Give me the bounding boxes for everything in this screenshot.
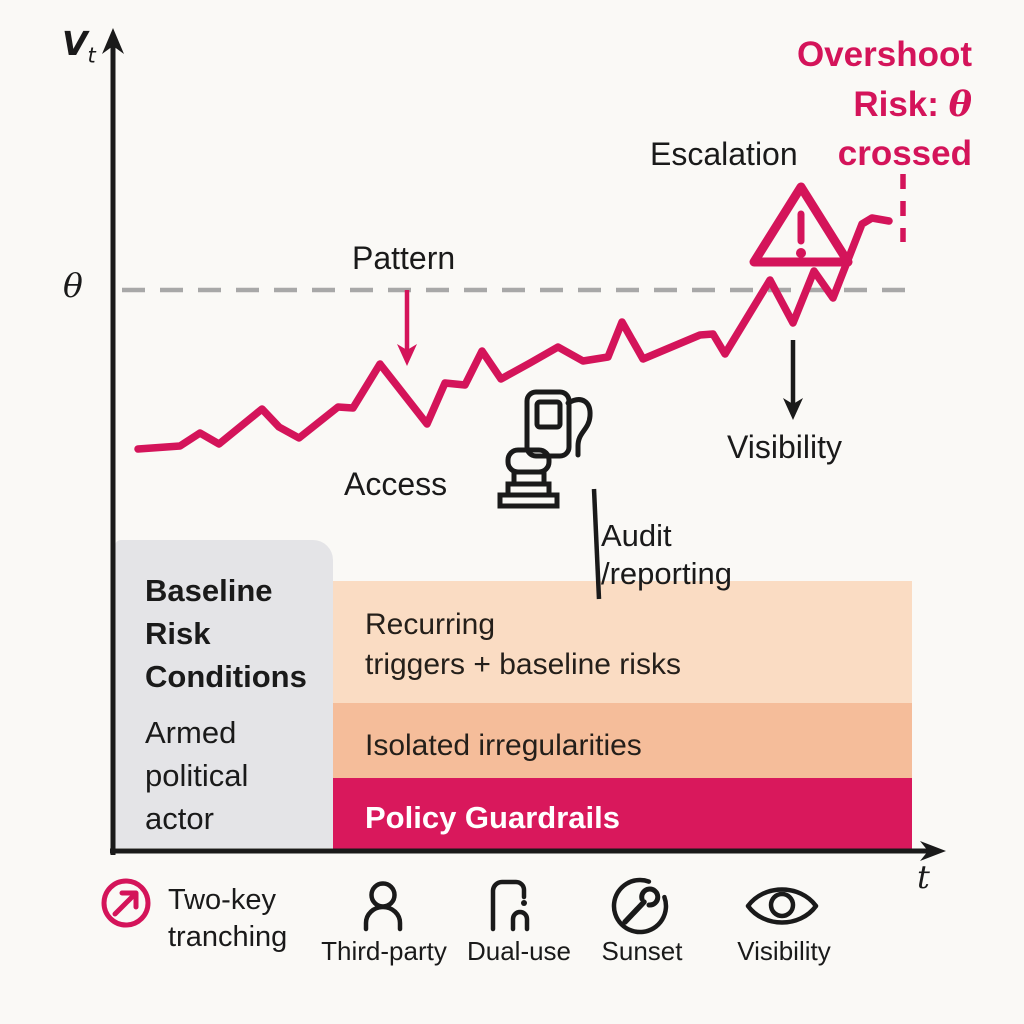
pattern-arrow <box>397 290 417 366</box>
warning-triangle-icon <box>749 182 853 267</box>
dual-use-icon <box>490 879 530 932</box>
baseline-box-subtitle: Armed political actor <box>145 715 249 836</box>
band-isolated-irregularities: Isolated irregularities <box>333 703 912 778</box>
pattern-annotation: Pattern <box>352 240 456 276</box>
y-axis-arrowhead <box>102 28 124 54</box>
y-axis-label-sub: t <box>87 43 96 68</box>
y-axis-label: Vt <box>62 24 96 68</box>
x-axis-label: t <box>917 858 930 896</box>
legend-label-visibility: Visibility <box>737 936 831 966</box>
audit-reporting-annotation: Audit /reporting <box>601 518 732 592</box>
band-policy-guardrails-label: Policy Guardrails <box>365 800 620 835</box>
access-annotation: Access <box>344 466 448 502</box>
overshoot-risk-annotation: Overshoot Risk: θ crossed <box>797 30 972 179</box>
risk-curve <box>134 214 893 453</box>
band-recurring-triggers: Recurring triggers + baseline risks <box>333 581 912 703</box>
person-icon <box>363 881 403 932</box>
pump-icon <box>497 389 593 509</box>
legend-label-dual-use: Dual-use <box>466 936 572 966</box>
legend-label-sunset: Sunset <box>601 936 683 966</box>
audit-connector-line <box>591 488 602 600</box>
eye-icon <box>745 887 819 925</box>
band-isolated-irregularities-label: Isolated irregularities <box>365 729 642 762</box>
wrench-circle-icon <box>611 877 669 935</box>
overshoot-line1: Overshoot <box>796 35 972 74</box>
visibility-arrow <box>783 340 803 420</box>
overshoot-line2: Risk: θ <box>797 80 972 130</box>
x-axis-arrowhead <box>920 841 946 861</box>
escalation-annotation: Escalation <box>650 136 798 172</box>
visibility-annotation: Visibility <box>727 429 842 465</box>
baseline-box-title: Baseline Risk Conditions <box>145 573 307 694</box>
overshoot-line2-theta: θ <box>948 83 972 125</box>
baseline-risk-box: Baseline Risk Conditions Armed political… <box>115 540 333 848</box>
band-recurring-triggers-label: Recurring triggers + baseline risks <box>365 608 681 681</box>
band-policy-guardrails: Policy Guardrails <box>333 778 912 849</box>
two-key-arrow-circle-icon <box>101 878 151 928</box>
overshoot-line2-prefix: Risk: <box>853 84 939 124</box>
overshoot-line3: crossed <box>837 134 972 174</box>
legend-label-third-party: Third-party <box>321 936 447 966</box>
threshold-label: θ <box>63 266 83 305</box>
y-axis-label-main: V <box>62 24 88 63</box>
legend-label-two-key-tranching: Two-key tranching <box>168 884 288 953</box>
